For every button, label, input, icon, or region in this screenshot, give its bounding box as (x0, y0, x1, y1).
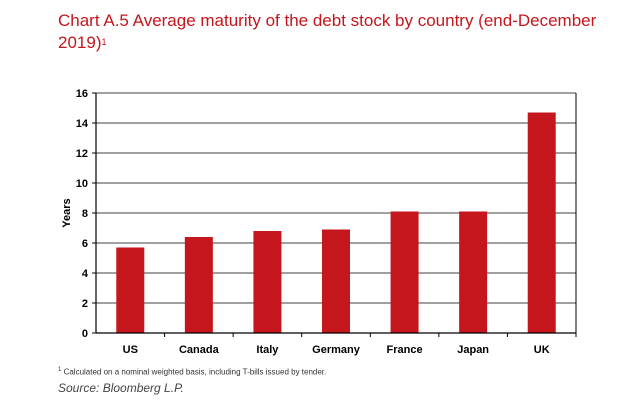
x-tick-label: UK (534, 344, 550, 356)
y-axis-label: Years (61, 198, 73, 227)
x-tick-labels: US Canada Italy Germany France Japan UK (123, 344, 550, 356)
source-note: Source: Bloomberg L.P. (58, 381, 184, 395)
axes (92, 92, 577, 337)
bars (116, 112, 556, 333)
x-tick-label: US (123, 344, 138, 356)
bar-us (116, 247, 145, 333)
x-tick-label: Japan (457, 344, 489, 356)
bar-uk (527, 112, 556, 333)
y-tick-label: 2 (82, 298, 88, 310)
y-tick-label: 14 (76, 118, 89, 130)
x-tick-label: Canada (179, 344, 220, 356)
chart-title: Chart A.5 Average maturity of the debt s… (58, 10, 598, 54)
x-tick-label: France (387, 344, 423, 356)
title-footnote-marker: 1 (101, 37, 107, 47)
y-tick-label: 8 (82, 208, 88, 220)
y-tick-labels: 0 2 4 6 8 10 12 14 16 (76, 88, 89, 340)
footnote-text: Calculated on a nominal weighted basis, … (63, 367, 327, 377)
bar-germany (322, 229, 350, 333)
bar-italy (253, 231, 282, 333)
x-tick-label: Italy (256, 344, 279, 356)
y-tick-label: 16 (76, 88, 88, 100)
bar-chart: 0 2 4 6 8 10 12 14 16 US Canada Italy Germany France… (61, 88, 577, 356)
chart-title-text: Chart A.5 Average maturity of the debt s… (58, 11, 597, 52)
y-tick-label: 10 (76, 178, 88, 190)
y-tick-label: 6 (82, 238, 88, 250)
y-tick-label: 12 (76, 148, 88, 160)
footnote: 1 Calculated on a nominal weighted basis… (58, 367, 326, 377)
x-tick-label: Germany (312, 344, 361, 356)
bar-france (390, 211, 419, 333)
y-tick-label: 4 (82, 268, 89, 280)
footnote-marker: 1 (58, 367, 62, 373)
bar-japan (459, 211, 488, 333)
y-tick-label: 0 (82, 328, 88, 340)
bar-canada (184, 237, 213, 333)
